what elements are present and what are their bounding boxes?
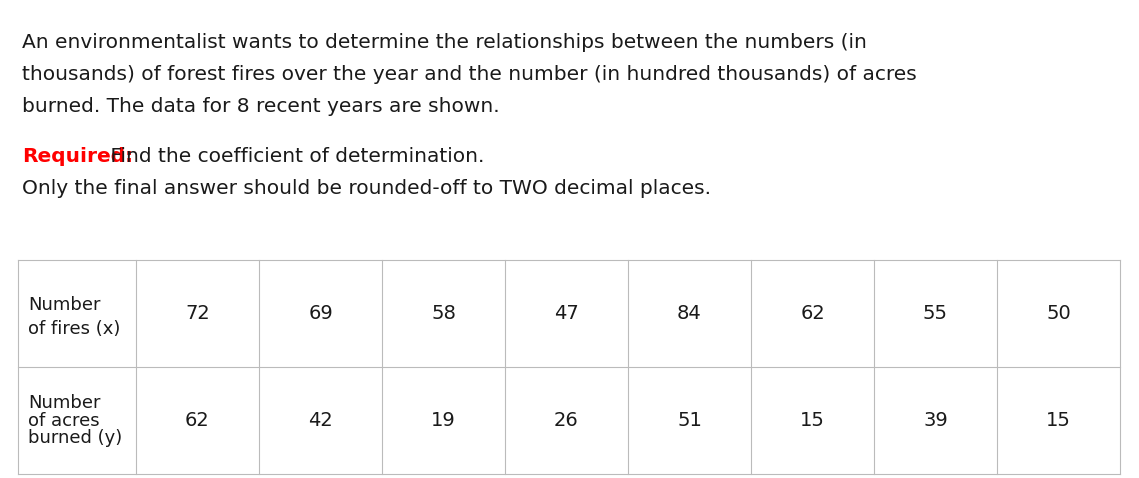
- Text: 15: 15: [800, 411, 825, 430]
- Text: Number: Number: [28, 394, 100, 412]
- Text: burned (y): burned (y): [28, 429, 122, 447]
- Text: 42: 42: [309, 411, 333, 430]
- Text: 47: 47: [555, 304, 579, 323]
- Text: An environmentalist wants to determine the relationships between the numbers (in: An environmentalist wants to determine t…: [22, 33, 867, 52]
- Text: 26: 26: [555, 411, 579, 430]
- Text: of acres: of acres: [28, 412, 99, 430]
- Text: thousands) of forest fires over the year and the number (in hundred thousands) o: thousands) of forest fires over the year…: [22, 65, 917, 84]
- Text: 39: 39: [923, 411, 948, 430]
- Text: 51: 51: [677, 411, 702, 430]
- Text: Number: Number: [28, 296, 100, 315]
- Text: 58: 58: [431, 304, 456, 323]
- Text: 19: 19: [432, 411, 456, 430]
- Text: 50: 50: [1046, 304, 1071, 323]
- Text: 62: 62: [800, 304, 825, 323]
- Text: 72: 72: [186, 304, 210, 323]
- Text: 62: 62: [186, 411, 210, 430]
- Text: 84: 84: [677, 304, 702, 323]
- Text: 69: 69: [309, 304, 333, 323]
- Text: Find the coefficient of determination.: Find the coefficient of determination.: [104, 147, 484, 166]
- Text: Only the final answer should be rounded-off to TWO decimal places.: Only the final answer should be rounded-…: [22, 179, 711, 198]
- Text: burned. The data for 8 recent years are shown.: burned. The data for 8 recent years are …: [22, 97, 500, 116]
- Text: 15: 15: [1046, 411, 1071, 430]
- Text: 55: 55: [923, 304, 948, 323]
- Text: of fires (x): of fires (x): [28, 321, 121, 338]
- Text: Required:: Required:: [22, 147, 133, 166]
